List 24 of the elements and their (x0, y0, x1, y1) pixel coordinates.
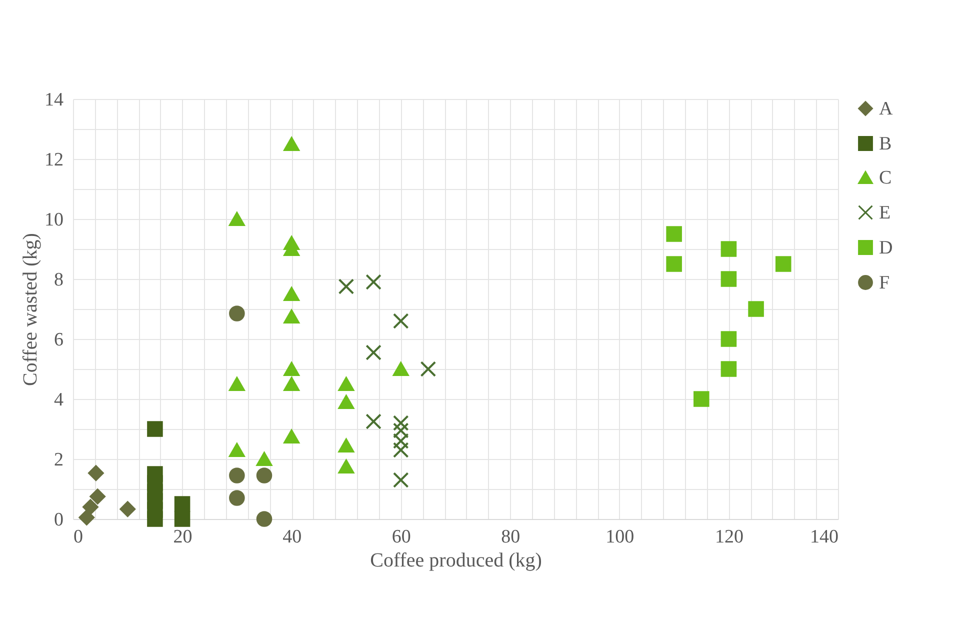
legend-label: B (879, 134, 892, 154)
x-tick-label: 40 (282, 526, 302, 548)
x-tick-label: 80 (501, 526, 520, 548)
x-tick-label: 120 (714, 526, 744, 548)
y-tick-label: 14 (44, 90, 64, 110)
x-tick-label: 60 (392, 526, 411, 548)
y-tick-label: 6 (54, 330, 64, 350)
y-tick-label: 4 (54, 390, 64, 410)
y-tick-label: 2 (54, 450, 64, 470)
legend-label: E (879, 202, 891, 224)
x-tick-label: 0 (74, 526, 83, 548)
x-tick-label: 140 (810, 526, 838, 548)
x-tick-label: 20 (173, 526, 192, 548)
y-axis-title: Coffee wasted (kg) (20, 233, 42, 386)
x-axis-title: Coffee produced (kg) (370, 550, 542, 572)
y-tick-label: 12 (44, 150, 64, 170)
y-tick-label: 10 (44, 210, 64, 230)
legend-label: D (879, 238, 893, 258)
y-tick-label: 0 (54, 510, 64, 530)
legend-label: C (879, 168, 892, 188)
x-tick-label: 100 (606, 526, 634, 548)
legend-label: A (879, 98, 893, 120)
y-tick-label: 8 (54, 270, 64, 290)
legend-label: F (879, 272, 890, 294)
